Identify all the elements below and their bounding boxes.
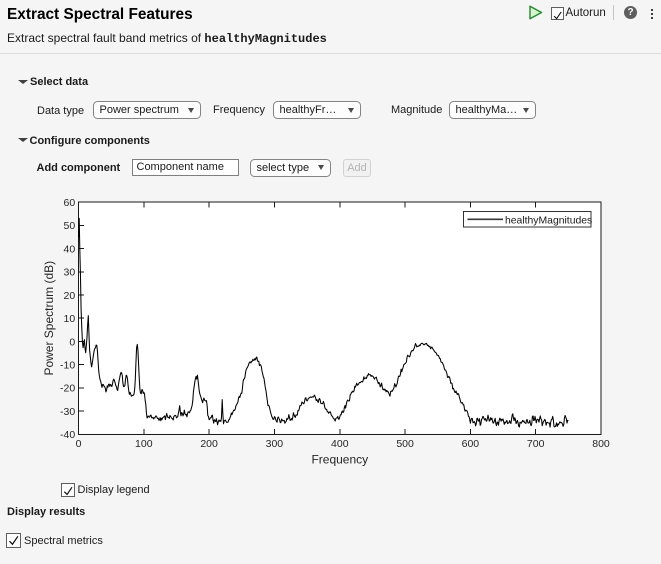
svg-text:50: 50 [64, 220, 76, 232]
svg-text:20: 20 [64, 290, 76, 302]
svg-text:0: 0 [69, 336, 75, 348]
svg-text:600: 600 [462, 438, 480, 450]
svg-text:500: 500 [396, 438, 414, 450]
svg-text:800: 800 [592, 438, 610, 450]
svg-text:healthyMagnitudes: healthyMagnitudes [505, 215, 592, 226]
svg-text:Frequency: Frequency [311, 453, 368, 467]
svg-text:30: 30 [64, 267, 76, 279]
svg-text:60: 60 [64, 197, 76, 209]
svg-text:700: 700 [527, 438, 545, 450]
svg-text:-10: -10 [60, 360, 75, 372]
svg-text:200: 200 [200, 438, 218, 450]
svg-text:100: 100 [135, 438, 153, 450]
svg-text:Power Spectrum (dB): Power Spectrum (dB) [42, 261, 56, 376]
svg-text:-20: -20 [60, 383, 75, 395]
svg-text:400: 400 [331, 438, 349, 450]
svg-text:40: 40 [64, 243, 76, 255]
svg-text:300: 300 [266, 438, 284, 450]
svg-text:-40: -40 [60, 429, 75, 441]
svg-text:10: 10 [64, 313, 76, 325]
svg-text:0: 0 [76, 438, 82, 450]
svg-text:-30: -30 [60, 406, 75, 418]
